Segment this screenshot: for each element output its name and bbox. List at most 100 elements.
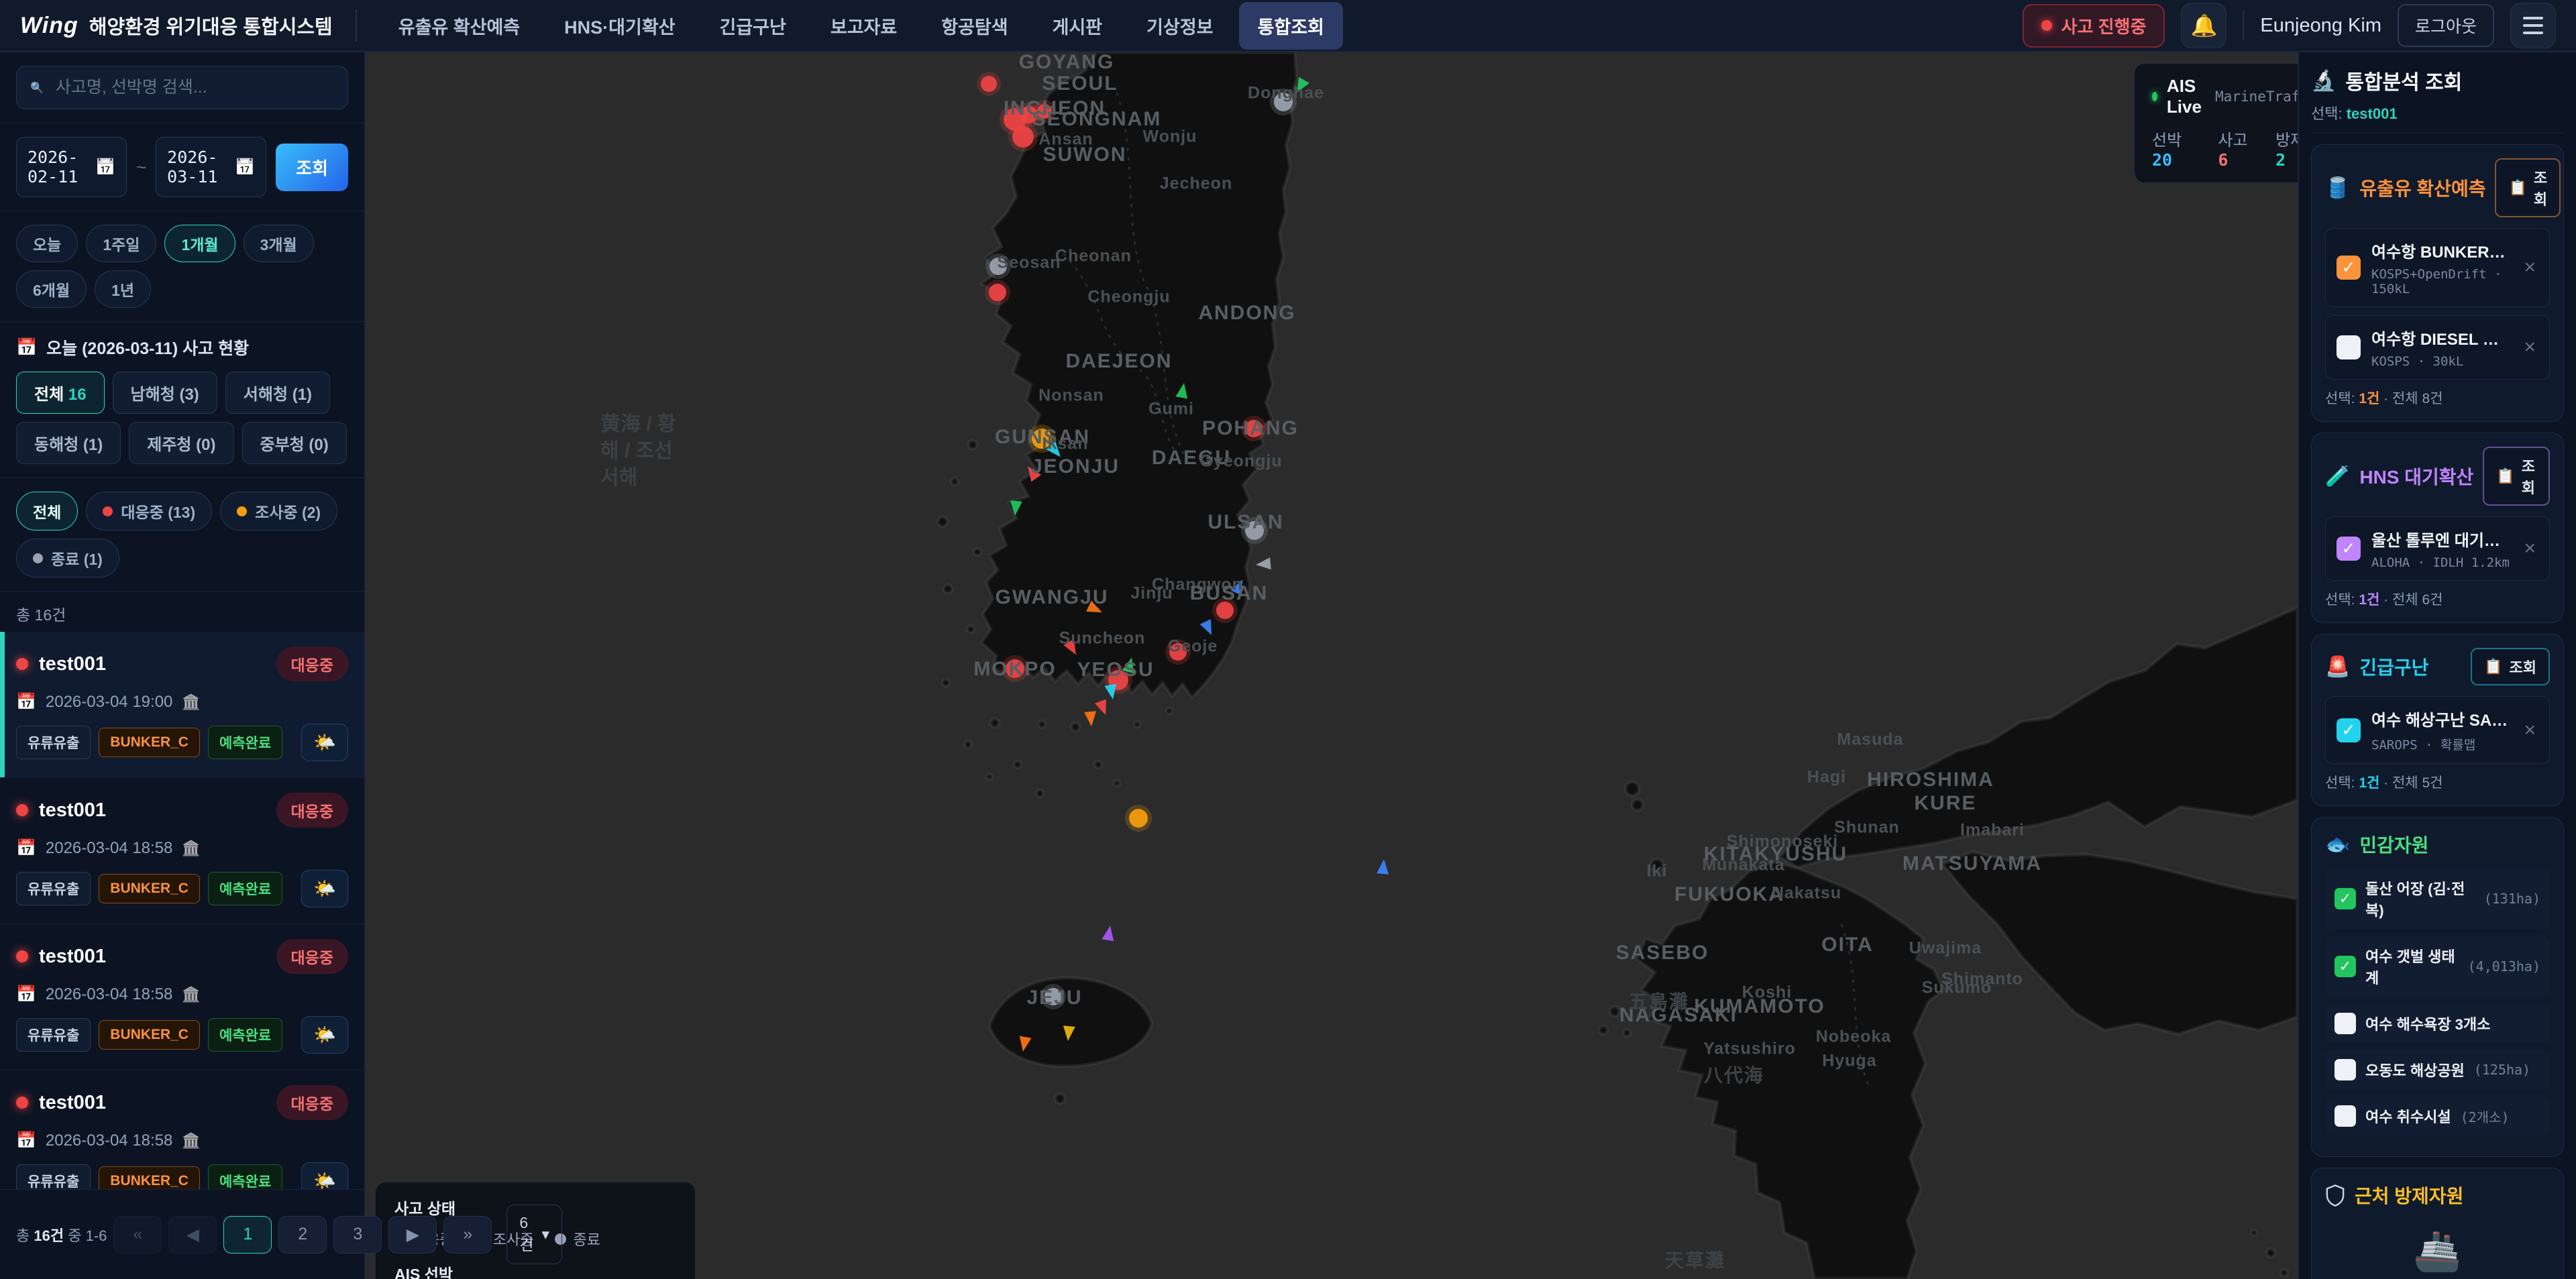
resource-checkbox[interactable] [2334,1059,2356,1080]
quick-range-chip[interactable]: 1주일 [86,225,157,262]
date-from-input[interactable]: 2026-02-11 📅 [16,137,127,197]
incident-marker[interactable] [1216,602,1234,619]
item-checkbox[interactable] [2337,335,2361,359]
incident-card[interactable]: test001 대응중 📅 2026-03-04 18:58 🏛️ 유류유출 BUNKER_… [0,1070,364,1189]
ais-ship-marker[interactable] [1377,858,1390,875]
ais-ship-marker[interactable] [1009,500,1022,516]
resource-checkbox[interactable] [2334,1105,2356,1127]
weather-button[interactable]: 🌤️ [301,1162,348,1189]
quick-range-chip[interactable]: 1개월 [164,225,235,262]
incident-marker[interactable] [1032,429,1052,449]
close-icon[interactable]: × [2524,336,2536,358]
nav-item-유출유 확산예측[interactable]: 유출유 확산예측 [398,17,521,38]
item-checkbox[interactable]: ✓ [2337,256,2361,280]
analysis-item[interactable]: ✓ 여수 해상구난 SAR #12 SAROPS · 확률맵 × [2325,696,2550,764]
close-icon[interactable]: × [2524,537,2536,559]
hamburger-menu-button[interactable] [2510,3,2556,48]
incident-card[interactable]: test001 대응중 📅 2026-03-04 18:58 🏛️ 유류유출 BUNKER_… [0,924,364,1070]
nav-item-HNS·대기확산[interactable]: HNS·대기확산 [564,17,676,38]
ais-ship-marker[interactable] [1046,441,1065,461]
page-button-3[interactable]: 3 [333,1215,382,1254]
ais-ship-marker[interactable] [1291,76,1309,96]
resource-checkbox[interactable]: ✓ [2334,888,2356,909]
region-chip-남해청[interactable]: 남해청 (3) [112,372,217,414]
resource-checkbox[interactable]: ✓ [2334,956,2356,977]
resource-item[interactable]: 여수 취수시설 (2개소) [2325,1097,2550,1135]
analysis-item[interactable]: ✓ 울산 톨루엔 대기확산 ALOHA · IDLH 1.2km × [2325,516,2550,581]
weather-button[interactable]: 🌤️ [301,724,348,761]
analysis-item[interactable]: ✓ 여수항 BUNKER-C 확산 KOSPS+OpenDrift · 150kL × [2325,228,2550,307]
quick-range-chip[interactable]: 1년 [95,270,152,308]
notifications-button[interactable]: 🔔 [2181,3,2227,48]
incident-marker[interactable] [989,258,1007,275]
quick-range-chip[interactable]: 오늘 [16,225,78,262]
incident-marker[interactable] [1245,521,1264,540]
status-filter-chip[interactable]: 대응중 (13) [86,492,213,531]
resource-checkbox[interactable] [2334,1013,2356,1034]
analysis-item[interactable]: 여수항 DIESEL 확산 KOSPS · 30kL × [2325,315,2550,380]
incident-marker[interactable] [1037,104,1052,119]
section-query-button[interactable]: 📋 조회 [2495,158,2561,217]
first-page-button[interactable]: « [113,1215,162,1254]
ais-ship-marker[interactable] [1063,638,1081,658]
ais-ship-marker[interactable] [1084,711,1097,726]
nav-item-항공탐색[interactable]: 항공탐색 [941,17,1008,38]
nav-item-보고자료[interactable]: 보고자료 [830,17,898,38]
incident-card[interactable]: test001 대응중 📅 2026-03-04 18:58 🏛️ 유류유출 BUNKER_… [0,778,364,924]
region-chip-동해청[interactable]: 동해청 (1) [16,422,121,464]
status-filter-chip[interactable]: 전체 [16,492,78,531]
ais-ship-marker[interactable] [1104,683,1119,701]
region-chip-전체[interactable]: 전체 16 [16,372,105,414]
next-page-button[interactable]: ▶ [388,1215,437,1254]
ais-ship-marker[interactable] [1095,699,1111,718]
search-input[interactable] [54,77,334,98]
ais-ship-marker[interactable] [1255,557,1271,571]
logout-button[interactable]: 로그아웃 [2397,4,2494,47]
incident-marker[interactable] [1274,93,1293,111]
incident-marker[interactable] [1044,988,1062,1005]
region-chip-중부청[interactable]: 중부청 (0) [241,422,347,464]
weather-button[interactable]: 🌤️ [301,870,348,907]
ais-ship-marker[interactable] [1017,1036,1032,1053]
resource-item[interactable]: 오동도 해상공원 (125ha) [2325,1050,2550,1089]
item-checkbox[interactable]: ✓ [2337,537,2361,561]
map-canvas[interactable]: GOYANG SEOUL INCHEON SEONGNAM Ansan SUWON Wonj… [366,52,2298,1279]
ais-ship-marker[interactable] [1062,1025,1075,1041]
incident-marker[interactable] [1169,643,1187,661]
prev-page-button[interactable]: ◀ [168,1215,217,1254]
item-checkbox[interactable]: ✓ [2337,718,2361,742]
date-to-input[interactable]: 2026-03-11 📅 [156,137,267,197]
ais-ship-marker[interactable] [1199,619,1218,638]
resource-item[interactable]: ✓ 여수 갯벌 생태계 (4,013ha) [2325,936,2550,997]
ais-ship-marker[interactable] [1086,600,1105,618]
incident-marker[interactable] [1245,420,1263,437]
nav-item-게시판[interactable]: 게시판 [1052,17,1103,38]
ais-ship-marker[interactable] [1175,382,1190,399]
incident-marker[interactable] [989,284,1006,301]
search-button[interactable]: 조회 [276,143,348,191]
status-filter-chip[interactable]: 종료 (1) [16,539,119,577]
incident-marker[interactable] [1012,126,1034,148]
nav-item-긴급구난[interactable]: 긴급구난 [719,17,786,38]
region-chip-서해청[interactable]: 서해청 (1) [225,372,331,414]
incident-marker[interactable] [981,76,997,92]
resource-item[interactable]: 여수 해수욕장 3개소 [2325,1004,2550,1043]
status-filter-chip[interactable]: 조사중 (2) [220,492,338,531]
region-chip-제주청[interactable]: 제주청 (0) [129,422,234,464]
incident-marker[interactable] [1006,659,1024,678]
quick-range-chip[interactable]: 6개월 [16,270,87,308]
nav-item-통합조회[interactable]: 통합조회 [1238,1,1343,50]
close-icon[interactable]: × [2524,718,2536,741]
section-query-button[interactable]: 📋 조회 [2471,648,2550,685]
ais-ship-marker[interactable] [1230,577,1248,596]
weather-button[interactable]: 🌤️ [301,1016,348,1054]
incident-card[interactable]: test001 대응중 📅 2026-03-04 19:00 🏛️ 유류유출 BUNKER_… [0,632,364,778]
ais-ship-marker[interactable] [1102,925,1116,942]
per-page-select[interactable]: 6건 ▾ [506,1205,563,1264]
page-button-2[interactable]: 2 [278,1215,327,1254]
ais-ship-marker[interactable] [1023,463,1042,482]
incident-marker[interactable] [1129,809,1148,828]
section-query-button[interactable]: 📋 조회 [2483,447,2550,506]
last-page-button[interactable]: » [443,1215,492,1254]
quick-range-chip[interactable]: 3개월 [243,225,314,262]
